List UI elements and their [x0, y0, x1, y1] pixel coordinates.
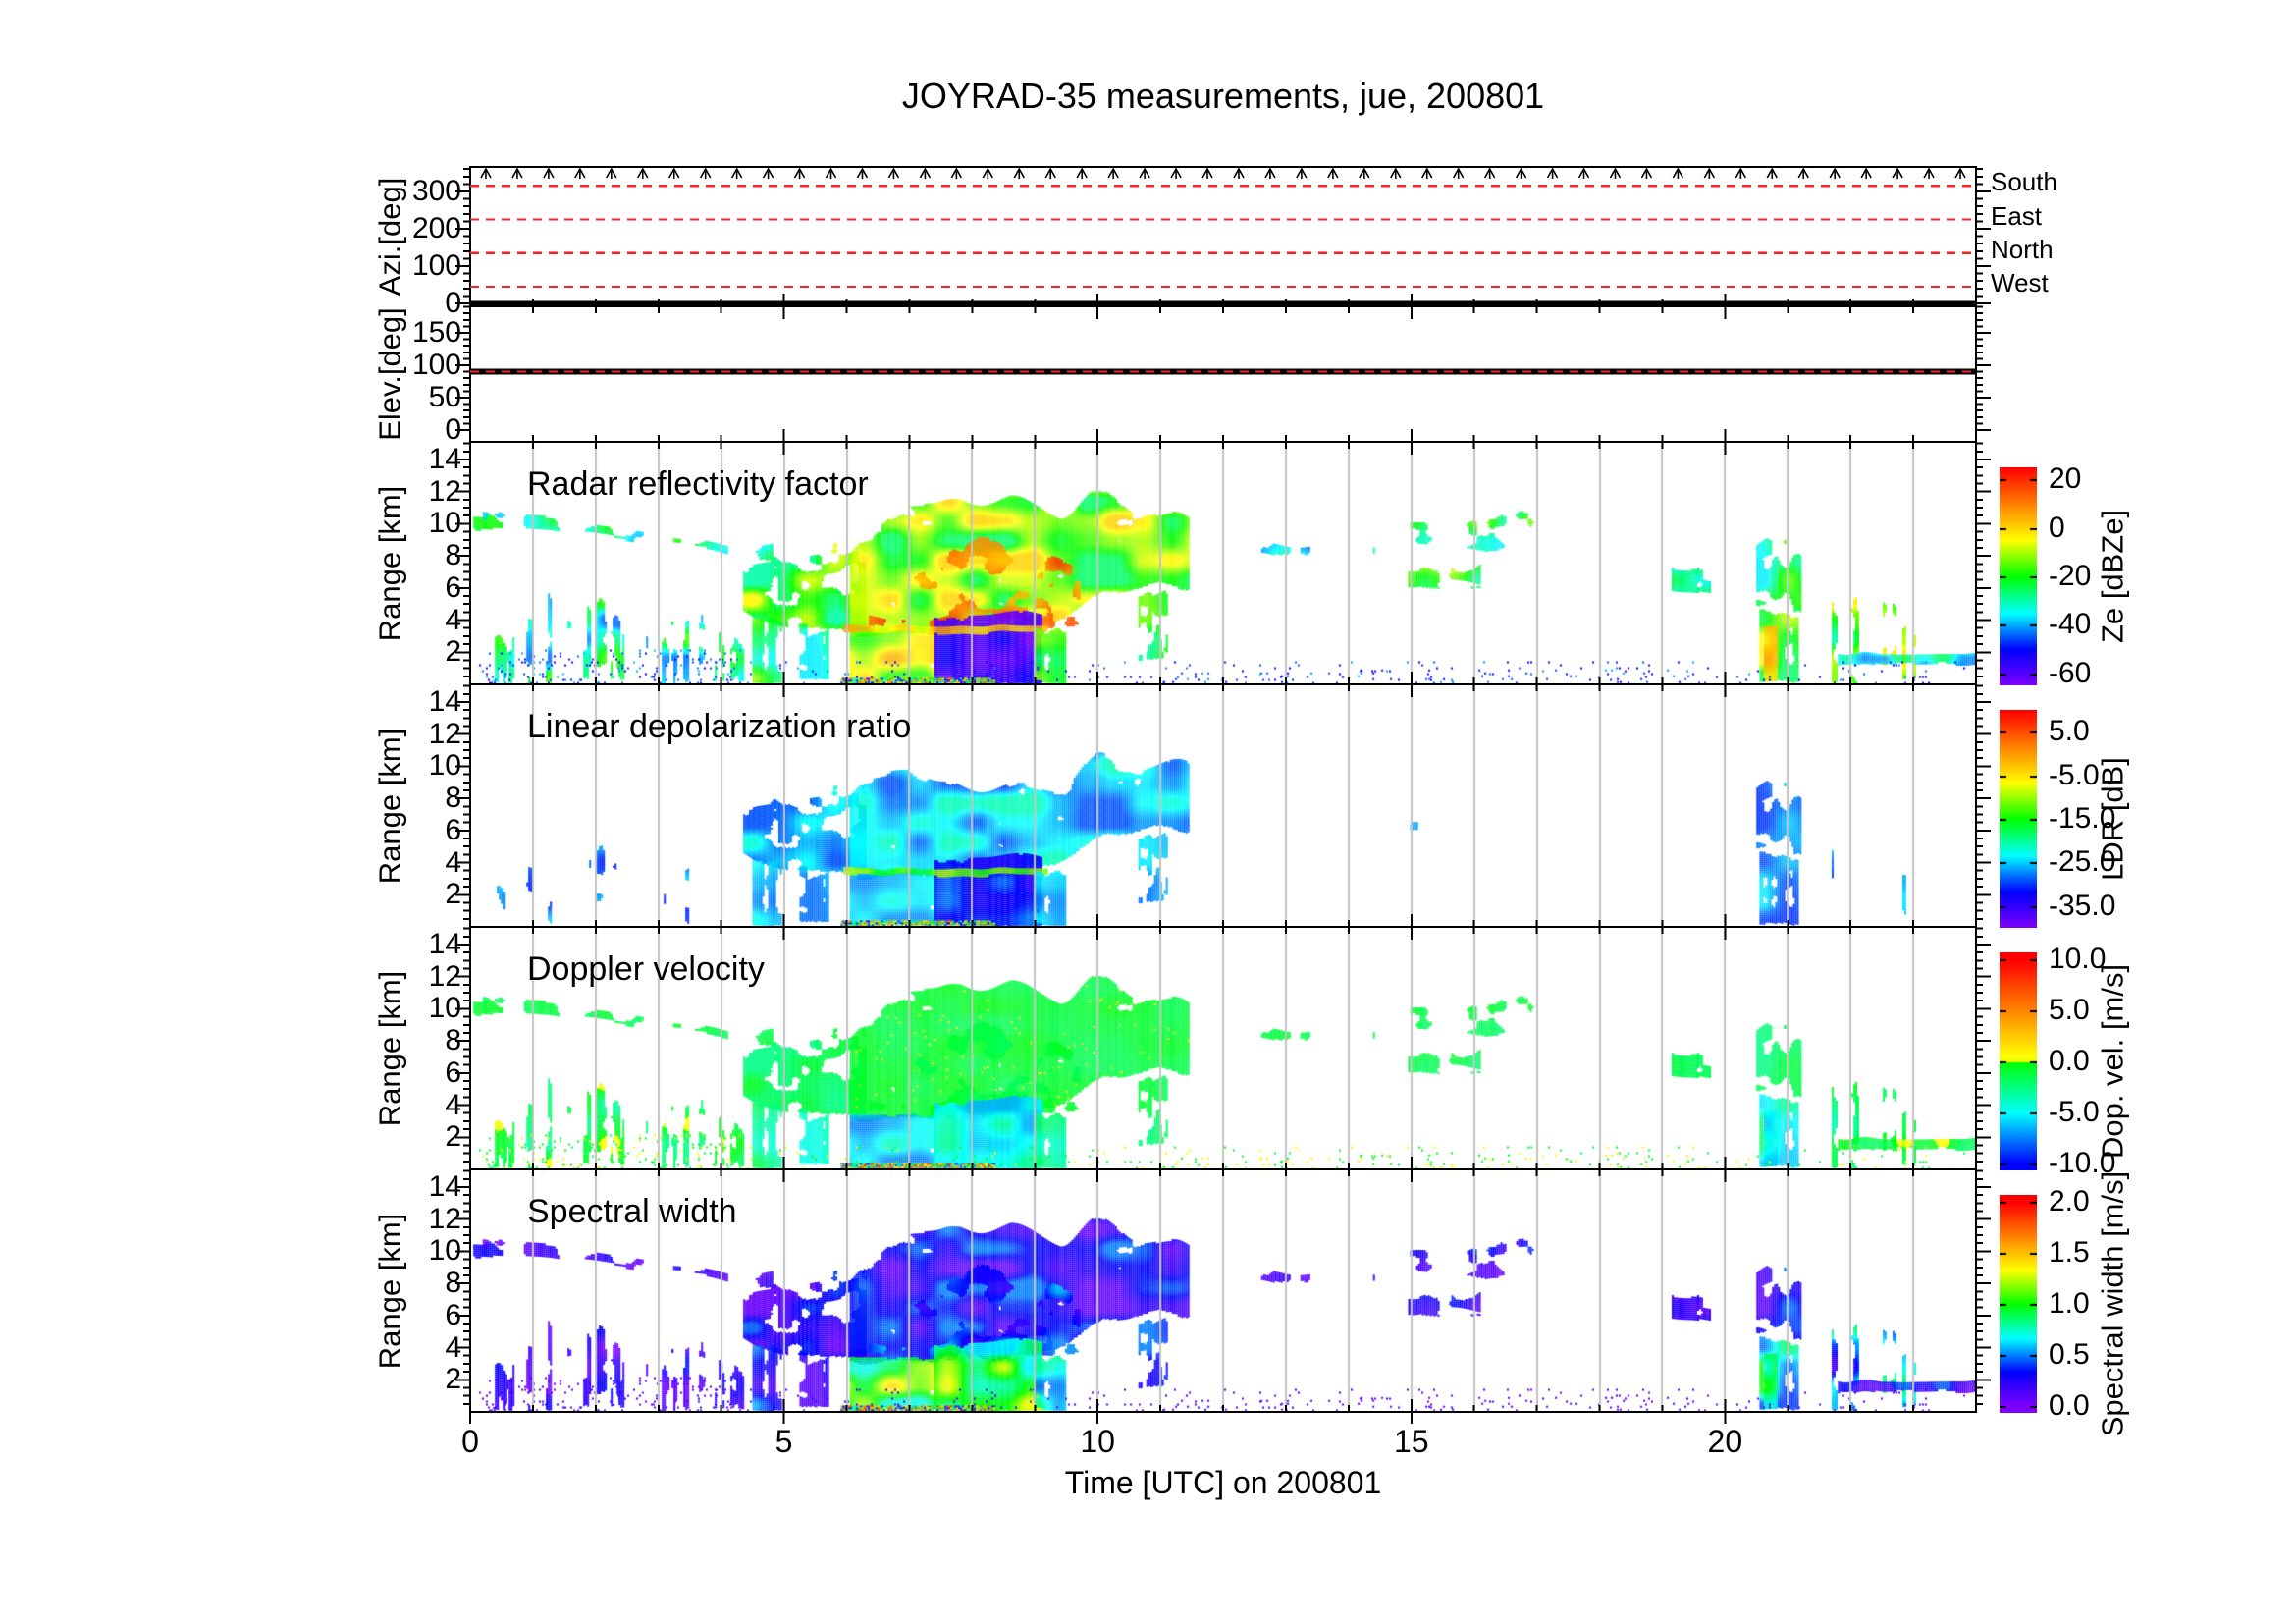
range-tick-label: 2 [445, 1363, 461, 1396]
range-tick-label: 2 [445, 878, 461, 911]
colorbar-tick-label: -60 [2049, 656, 2092, 689]
colorbar-axis-label: LDR [dB] [2095, 757, 2130, 881]
range-tick-label: 10 [428, 507, 461, 540]
range-tick-label: 8 [445, 1267, 461, 1300]
x-tick-label: 0 [461, 1424, 479, 1459]
range-tick-label: 8 [445, 539, 461, 572]
panel-title-ze: Radar reflectivity factor [527, 465, 869, 503]
range-tick-label: 10 [428, 1234, 461, 1268]
vel-colorbar [2000, 952, 2037, 1170]
colorbar-tick-label: 0 [2049, 511, 2065, 544]
x-tick-label: 15 [1393, 1424, 1429, 1459]
ldr-colorbar [2000, 710, 2037, 928]
x-tick-label: 20 [1707, 1424, 1743, 1459]
range-tick-label: 6 [445, 813, 461, 846]
elevation-tick-label: 150 [411, 316, 461, 349]
range-tick-label: 2 [445, 635, 461, 669]
range-axis-label: Range [km] [372, 728, 407, 884]
colorbar-tick-label: -15.0 [2049, 802, 2116, 835]
range-tick-label: 10 [428, 992, 461, 1025]
range-axis-label: Range [km] [372, 485, 407, 641]
azimuth-tick-label: 200 [411, 212, 461, 244]
azimuth-axis-label: Azi.[deg] [372, 177, 407, 297]
colorbar-axis-label: Dop. vel. [m/s] [2095, 963, 2130, 1160]
range-tick-label: 10 [428, 749, 461, 783]
range-tick-label: 12 [428, 474, 461, 508]
x-axis-title: Time [UTC] on 200801 [1064, 1465, 1382, 1500]
range-tick-label: 4 [445, 845, 461, 879]
colorbar-tick-label: 0.0 [2049, 1045, 2090, 1077]
panel-title-ldr: Linear depolarization ratio [527, 708, 912, 745]
range-tick-label: 4 [445, 1330, 461, 1364]
range-tick-label: 2 [445, 1120, 461, 1154]
colorbar-tick-label: -5.0 [2049, 1095, 2100, 1128]
range-tick-label: 6 [445, 1298, 461, 1331]
colorbar-tick-label: 2.0 [2049, 1185, 2090, 1218]
range-tick-label: 14 [428, 684, 461, 718]
direction-label: East [1991, 200, 2043, 231]
colorbar-tick-label: 20 [2049, 462, 2082, 496]
elevation-tick-label: 50 [428, 381, 461, 413]
colorbar-tick-label: -10.0 [2049, 1146, 2116, 1179]
x-tick-label: 10 [1080, 1424, 1115, 1459]
panel-title-vel: Doppler velocity [527, 950, 765, 988]
elevation-axis-label: Elev.[deg] [372, 307, 407, 441]
elevation-tick-label: 0 [445, 413, 461, 446]
colorbar-tick-label: -35.0 [2049, 889, 2116, 922]
colorbar-tick-label: 1.0 [2049, 1287, 2090, 1320]
sw-colorbar [2000, 1195, 2037, 1413]
panel-title-sw: Spectral width [527, 1193, 737, 1230]
colorbar-tick-label: 5.0 [2049, 994, 2090, 1027]
range-axis-label: Range [km] [372, 970, 407, 1126]
range-tick-label: 6 [445, 570, 461, 604]
range-tick-label: 12 [428, 959, 461, 993]
colorbar-tick-label: 10.0 [2049, 943, 2107, 976]
range-axis-label: Range [km] [372, 1213, 407, 1369]
direction-label: West [1991, 267, 2049, 298]
range-tick-label: 14 [428, 927, 461, 960]
colorbar-tick-label: -25.0 [2049, 845, 2116, 879]
ze-colorbar [2000, 467, 2037, 685]
colorbar-axis-label: Spectral width [m/s] [2095, 1170, 2130, 1437]
azimuth-tick-label: 0 [445, 287, 461, 319]
colorbar-tick-label: -40 [2049, 608, 2092, 641]
range-tick-label: 4 [445, 1088, 461, 1121]
colorbar-axis-label: Ze [dBZe] [2095, 509, 2130, 644]
range-tick-label: 8 [445, 1024, 461, 1057]
direction-label: South [1991, 167, 2057, 197]
range-tick-label: 12 [428, 1202, 461, 1235]
azimuth-tick-label: 300 [411, 175, 461, 207]
azimuth-tick-label: 100 [411, 249, 461, 282]
elevation-tick-label: 100 [411, 349, 461, 381]
colorbar-tick-label: 0.0 [2049, 1388, 2090, 1422]
range-tick-label: 14 [428, 442, 461, 475]
colorbar-tick-label: 5.0 [2049, 715, 2090, 748]
direction-label: North [1991, 234, 2054, 264]
range-tick-label: 12 [428, 717, 461, 750]
range-tick-label: 6 [445, 1055, 461, 1089]
figure-title: JOYRAD-35 measurements, jue, 200801 [901, 76, 1545, 116]
colorbar-tick-label: 0.5 [2049, 1337, 2090, 1371]
range-tick-label: 4 [445, 603, 461, 636]
colorbar-tick-label: -20 [2049, 560, 2092, 592]
colorbar-tick-label: -5.0 [2049, 758, 2100, 791]
range-tick-label: 14 [428, 1169, 461, 1203]
x-tick-label: 5 [774, 1424, 793, 1459]
colorbar-tick-label: 1.5 [2049, 1236, 2090, 1270]
range-tick-label: 8 [445, 782, 461, 815]
